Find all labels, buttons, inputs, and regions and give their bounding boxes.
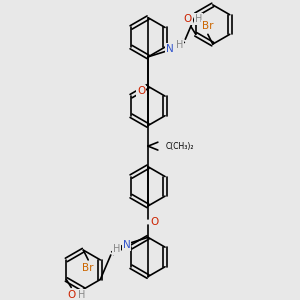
Text: O: O [137,86,145,96]
Text: O: O [151,217,159,227]
Text: N: N [123,240,130,250]
Text: H: H [78,290,85,300]
Text: H: H [176,40,183,50]
Text: Br: Br [202,22,214,32]
Text: H: H [113,244,120,254]
Text: O: O [67,290,75,300]
Text: Br: Br [82,263,94,273]
Text: N: N [166,44,173,54]
Text: O: O [184,14,192,24]
Text: C(CH₃)₂: C(CH₃)₂ [166,142,194,151]
Text: H: H [195,14,202,24]
